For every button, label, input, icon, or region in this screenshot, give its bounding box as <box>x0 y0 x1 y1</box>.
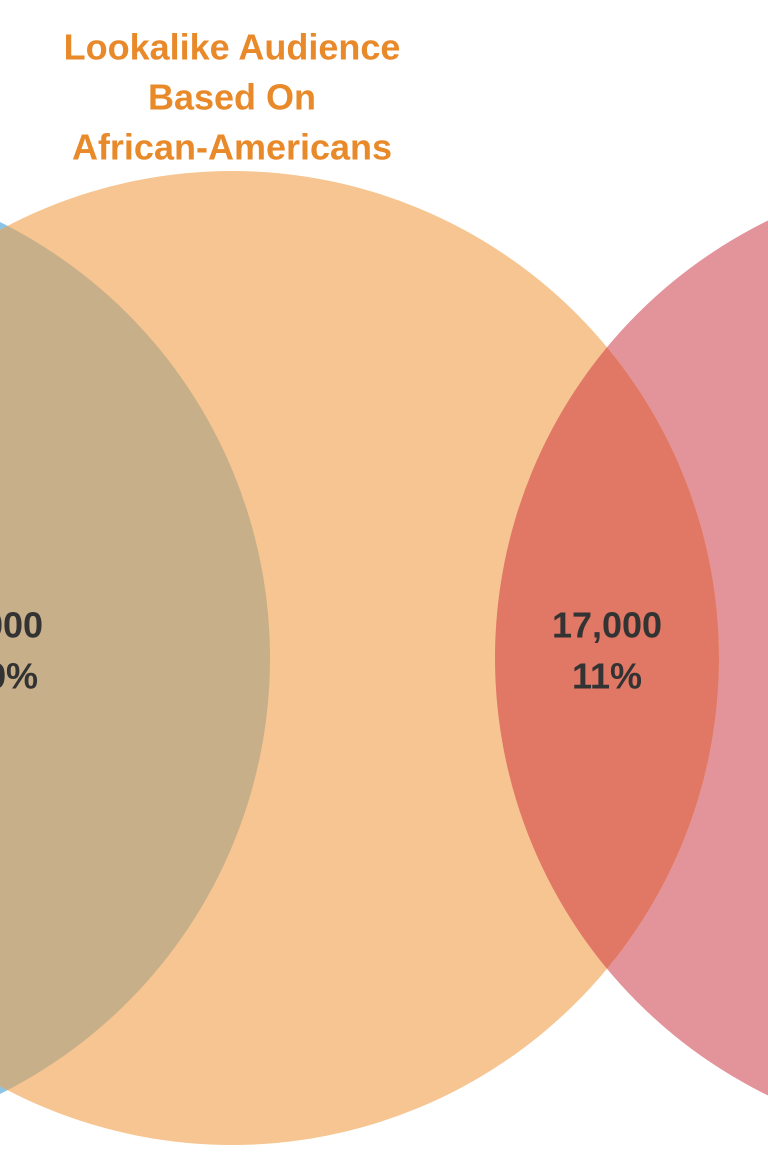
title-line: African-Americans <box>72 127 392 168</box>
overlap-count: 17,000 <box>552 605 662 646</box>
title-line: Lookalike Audience <box>64 27 401 68</box>
overlap-count: ,000 <box>0 605 43 646</box>
overlap-percent: 11% <box>572 656 642 697</box>
title-line: Based On <box>148 77 316 118</box>
overlap-percent: 9% <box>0 656 38 697</box>
left-overlap <box>0 171 270 1145</box>
